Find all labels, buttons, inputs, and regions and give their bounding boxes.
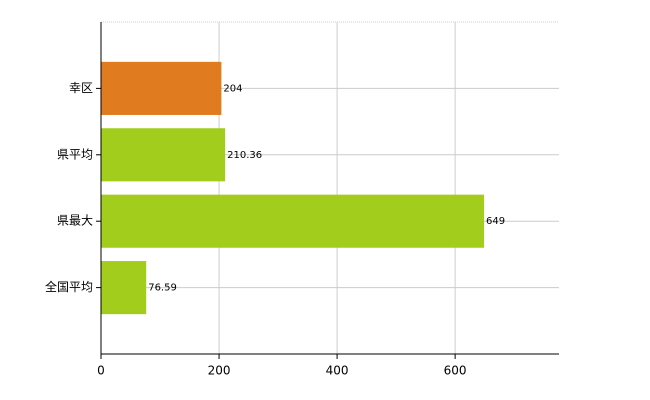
y-tick-label: 全国平均 xyxy=(45,279,93,294)
value-label: 210.36 xyxy=(227,150,262,161)
value-label: 204 xyxy=(223,83,242,94)
bar xyxy=(101,61,222,115)
x-tick-label: 0 xyxy=(97,364,105,378)
y-tick-label: 県平均 xyxy=(57,147,93,161)
x-tick-label: 400 xyxy=(326,364,349,378)
bar xyxy=(101,128,226,182)
value-label: 649 xyxy=(486,216,505,227)
bar xyxy=(101,261,147,315)
y-tick-label: 幸区 xyxy=(69,81,93,95)
value-label: 76.59 xyxy=(148,283,177,294)
x-tick-label: 200 xyxy=(208,364,231,378)
x-tick-label: 600 xyxy=(444,364,467,378)
bar xyxy=(101,194,485,248)
y-tick-label: 県最大 xyxy=(57,214,93,228)
